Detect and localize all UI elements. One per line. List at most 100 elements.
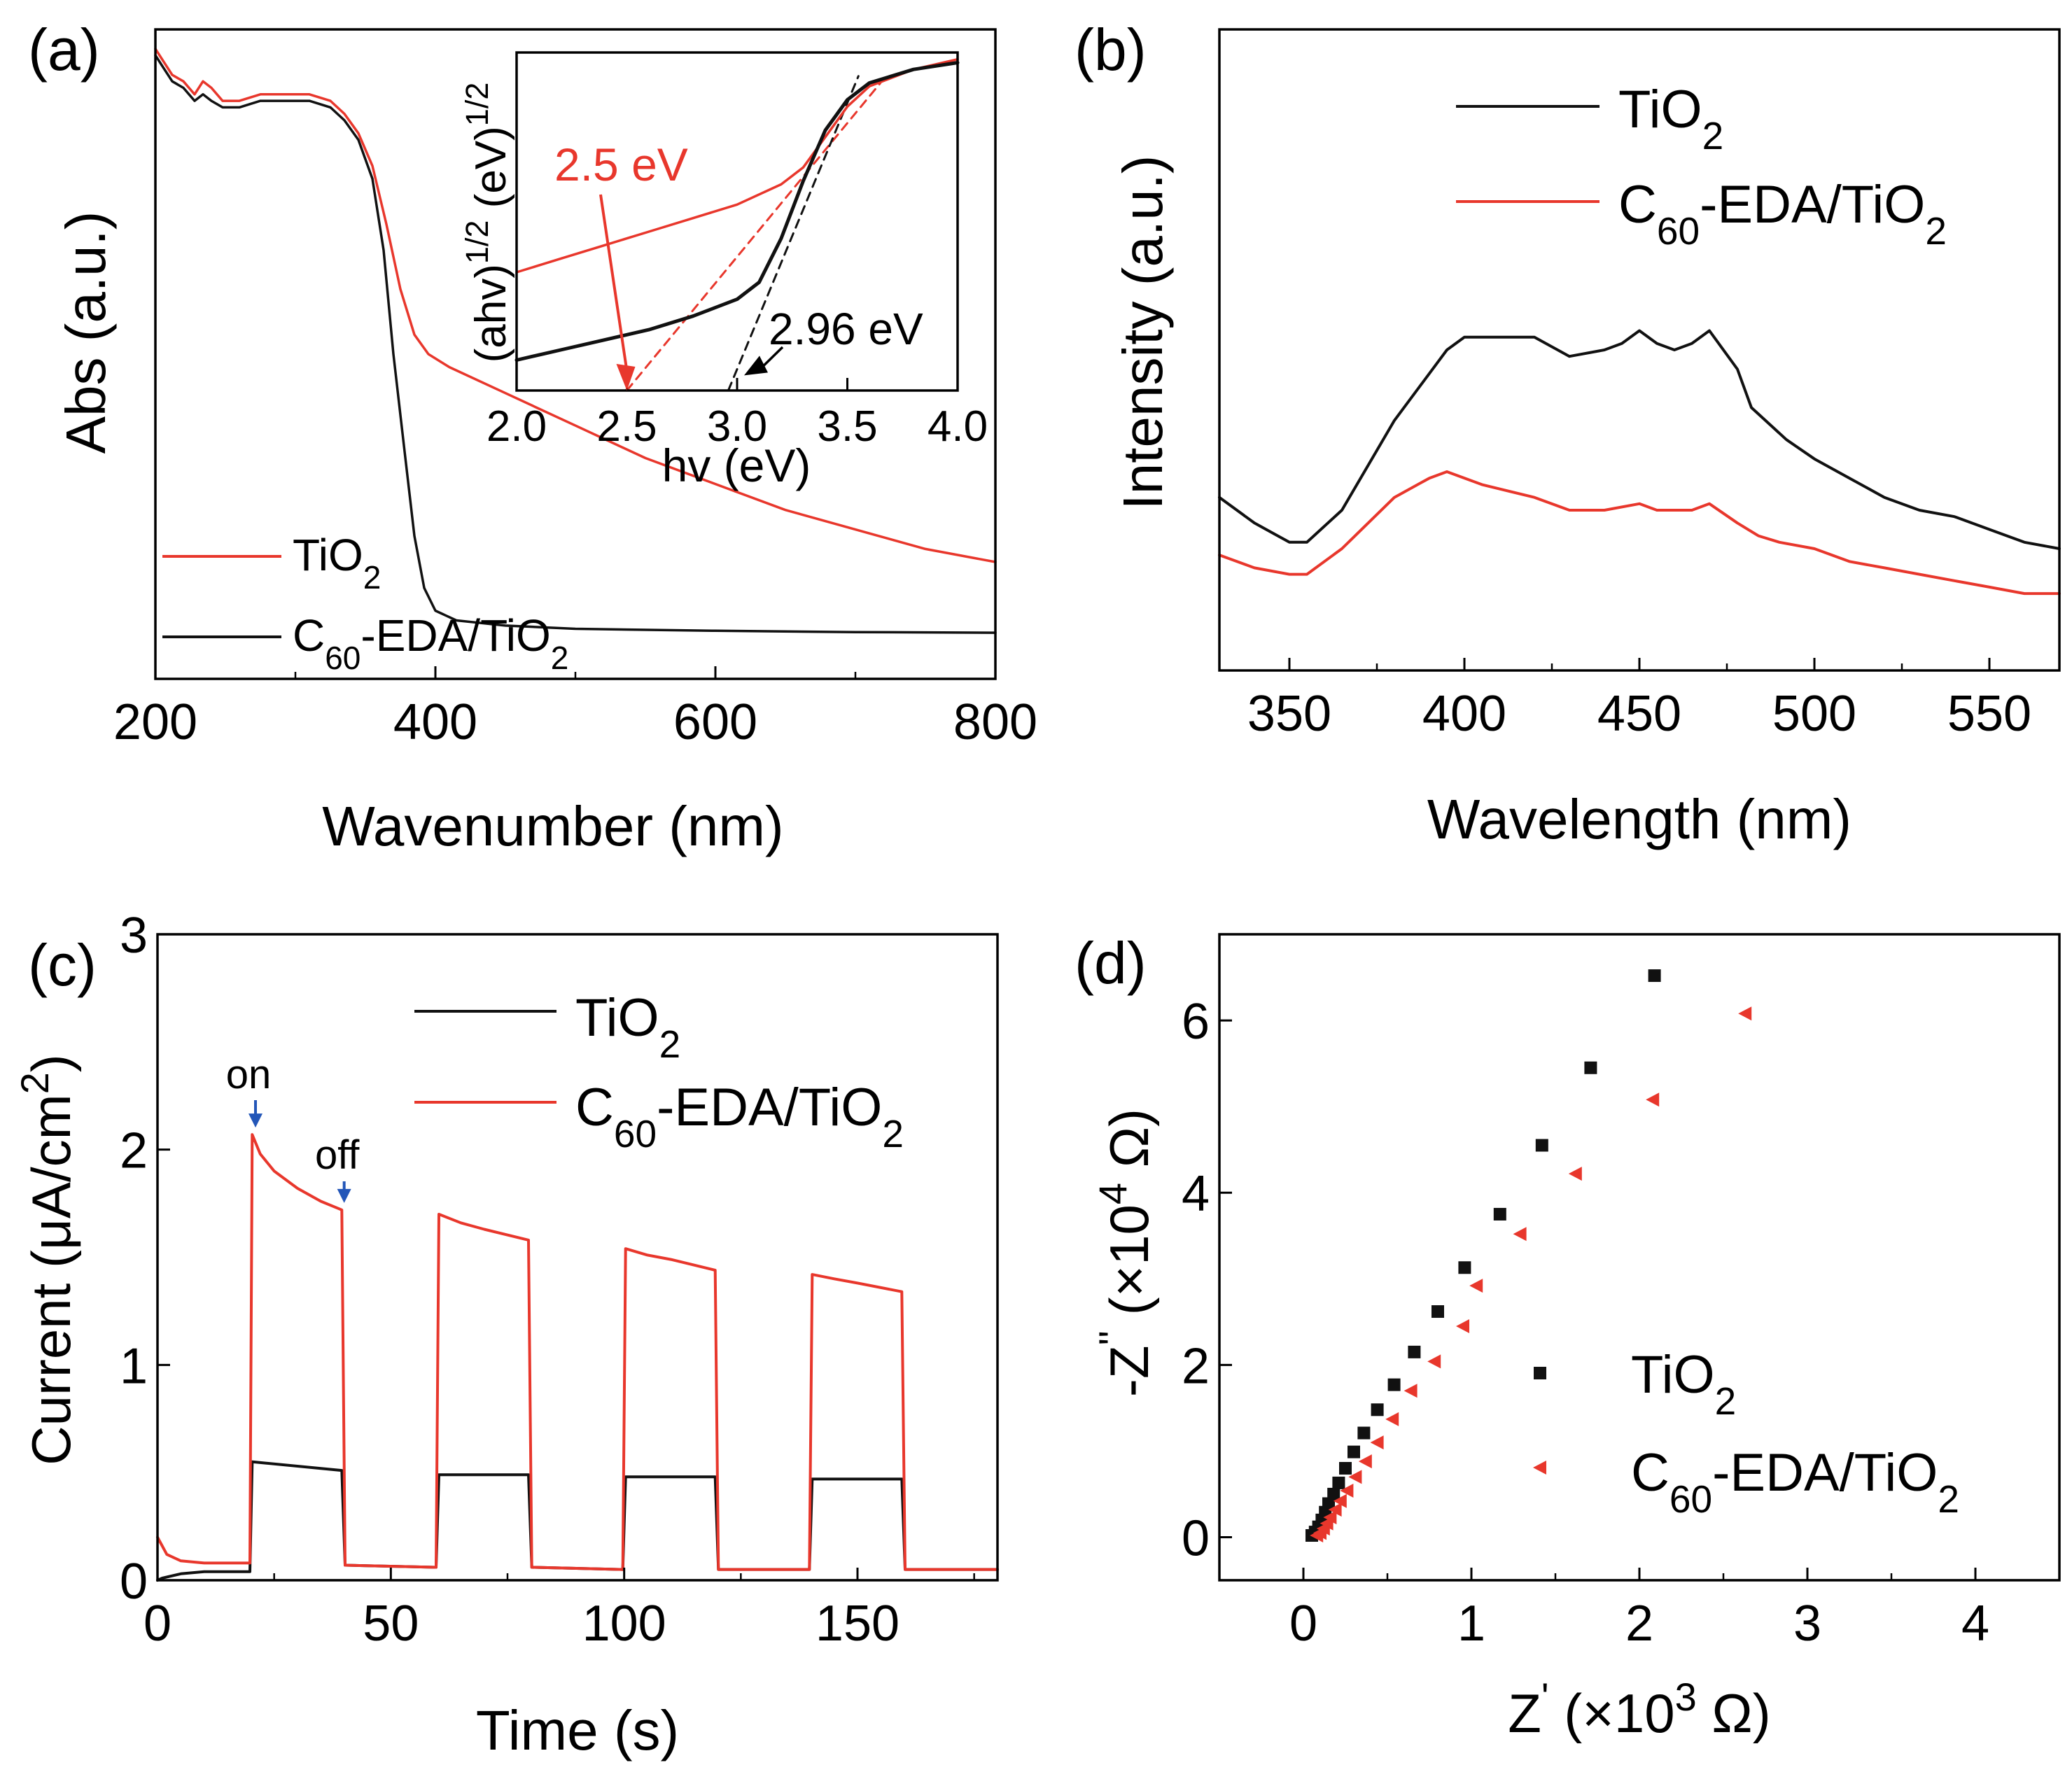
panel-a-inset-ylabel-part-1: 1/2 — [459, 220, 495, 265]
panel-c-ytick-label-part-0: 1 — [120, 1338, 148, 1394]
panel-d-ytick-label-part-0: 2 — [1182, 1338, 1210, 1394]
panel-d-point-c60 — [1404, 1384, 1418, 1398]
panel-a-xtick-label-part-0: 400 — [393, 694, 477, 750]
panel-c-xlabel: Time (s) — [476, 1699, 679, 1762]
panel-c-annotation-arrowhead-off — [337, 1188, 351, 1203]
panel-d-point-c60 — [1328, 1503, 1342, 1517]
panel-d-point-c60 — [1513, 1227, 1527, 1242]
panel-b-ylabel: Intensity (a.u.) — [1112, 155, 1174, 510]
panel-a-inset-series-1 — [514, 61, 960, 362]
panel-a-legend-text-1: C60-EDA/TiO2 — [293, 610, 568, 676]
panel-a-frame — [154, 28, 997, 680]
panel-d-ylabel-part-2: (×10 — [1098, 1204, 1160, 1330]
panel-d-legend-text-1: C60-EDA/TiO2 — [1631, 1443, 1959, 1521]
panel-b-legend-text-0: TiO2 — [1618, 80, 1723, 157]
panel-c-ytick-label: 0 — [120, 1554, 148, 1610]
panel-d-xtick-label-part-0: 1 — [1457, 1596, 1485, 1652]
panel-b-series-tio2 — [1218, 329, 2061, 550]
panel-c-legend-text-1-part-3: 2 — [882, 1112, 904, 1155]
panel-c-xtick-label-part-0: 100 — [582, 1596, 666, 1652]
panel-a-xtick-label: 200 — [113, 694, 197, 750]
panel-b-legend-text-1-part-0: C — [1618, 175, 1657, 234]
panel-c-annotation-arrowhead-on — [248, 1113, 262, 1128]
panel-c-annotation-off: off — [315, 1132, 360, 1178]
panel-b-legend-text-1-part-3: 2 — [1925, 209, 1947, 253]
panel-a-inset-xtick-label: 3.5 — [817, 402, 877, 451]
panel-d-ytick-label-part-0: 0 — [1182, 1510, 1210, 1566]
panel-c-legend-text-0-part-0: TiO — [575, 988, 659, 1048]
panel-a-inset-ylabel-part-0: (ahv) — [467, 264, 515, 363]
panel-a-inset-xtick-label-part-0: 2.5 — [596, 402, 657, 451]
panel-a-inset-xtick-label: 3.0 — [707, 402, 767, 451]
panel-d-ylabel-part-0: -Z — [1098, 1345, 1160, 1397]
panel-a-inset-xtick-label-part-0: 2.0 — [486, 402, 547, 451]
panel-b-label: (b) — [1074, 17, 1147, 83]
panel-d-point-c60 — [1370, 1435, 1384, 1450]
panel-c-ylabel-part-1: 2 — [13, 1072, 57, 1094]
panel-d-ytick-label-part-0: 4 — [1182, 1166, 1210, 1222]
panel-c-legend-text-0-part-1: 2 — [659, 1022, 681, 1066]
panel-a-inset-annotation-2-5ev-part-0: 2.5 eV — [554, 139, 688, 190]
panel-a-label: (a) — [28, 17, 100, 83]
panel-c-xtick-label-part-0: 150 — [816, 1596, 899, 1652]
panel-d-point-tio2 — [1458, 1261, 1471, 1274]
panel-a-inset-arrowhead-red — [616, 364, 636, 391]
panel-c-xlabel-part-0: Time (s) — [476, 1699, 679, 1762]
panel-a-xtick-label: 800 — [953, 694, 1037, 750]
panel-a-xtick-label: 400 — [393, 694, 477, 750]
panel-a-xlabel: Wavenumber (nm) — [322, 795, 783, 857]
panel-a-label-part-0: (a) — [28, 17, 100, 83]
panel-d-legend-marker-0 — [1534, 1367, 1546, 1379]
panel-a-series-c60 — [154, 54, 997, 634]
panel-b-series-c60 — [1218, 470, 2061, 596]
panel-c-xtick-label-part-0: 50 — [363, 1596, 419, 1652]
panel-b-label-part-0: (b) — [1074, 17, 1147, 83]
panel-d-point-c60 — [1469, 1279, 1483, 1293]
panel-b-xtick-label-part-0: 500 — [1772, 686, 1856, 742]
panel-c-legend-text-1: C60-EDA/TiO2 — [575, 1078, 904, 1155]
panel-a-legend-text-1-part-3: 2 — [551, 640, 569, 676]
panel-a-inset-ylabel-part-3: 1/2 — [459, 83, 495, 127]
panel-d-xtick-label-part-0: 0 — [1289, 1596, 1317, 1652]
panel-d-point-c60 — [1358, 1454, 1372, 1469]
panel-a-inset-xlabel-part-0: hv (eV) — [662, 440, 811, 491]
panel-c-xtick-label: 100 — [582, 1596, 666, 1652]
panel-d-legend-text-1-part-0: C — [1631, 1443, 1670, 1503]
panel-a-xtick-label-part-0: 200 — [113, 694, 197, 750]
panel-d-point-tio2 — [1493, 1207, 1506, 1221]
panel-a-inset-annotation-2-96ev-part-0: 2.96 eV — [769, 304, 923, 354]
panel-c-ylabel-part-0: Current (μA/cm — [20, 1094, 82, 1465]
panel-a-xtick-label-part-0: 800 — [953, 694, 1037, 750]
panel-a-ylabel: Abs (a.u.) — [55, 211, 117, 454]
panel-d-xtick-label-part-0: 2 — [1625, 1596, 1653, 1652]
panel-d-legend-marker-1 — [1533, 1461, 1546, 1475]
panel-a-inset-ylabel-part-2: (eV) — [467, 126, 515, 220]
panel-c-xtick-label: 50 — [363, 1596, 419, 1652]
panel-a-inset-annotation-2-5ev: 2.5 eV — [554, 139, 688, 190]
panel-d-point-tio2 — [1584, 1061, 1597, 1074]
panel-b-legend-text-1: C60-EDA/TiO2 — [1618, 175, 1947, 253]
panel-d-point-tio2 — [1357, 1426, 1371, 1440]
panel-a-inset-arrow-black — [761, 346, 784, 368]
panel-d-ylabel-part-3: 4 — [1091, 1183, 1135, 1204]
panel-c-ytick-label-part-0: 3 — [120, 908, 148, 964]
panel-d-xtick-label: 2 — [1625, 1596, 1653, 1652]
panel-d-ytick-label-part-0: 6 — [1182, 994, 1210, 1050]
panel-c-legend-text-0: TiO2 — [575, 988, 680, 1066]
panel-a-series-tio2 — [154, 48, 997, 563]
panel-d-ylabel-part-4: Ω) — [1098, 1109, 1160, 1183]
panel-a-legend-text-0: TiO2 — [293, 530, 381, 596]
panel-d-xtick-label: 0 — [1289, 1596, 1317, 1652]
panel-d-legend-text-1-part-3: 2 — [1938, 1477, 1959, 1521]
panel-d-ytick-label: 4 — [1182, 1166, 1210, 1222]
panel-a-xtick-label-part-0: 600 — [673, 694, 757, 750]
panel-d-xlabel-part-3: 3 — [1675, 1675, 1697, 1719]
panel-d-label-part-0: (d) — [1074, 930, 1147, 996]
panel-d-point-tio2 — [1387, 1378, 1401, 1391]
panel-a-legend-text-0-part-1: 2 — [363, 559, 382, 596]
panel-c-label: (c) — [28, 932, 97, 998]
panel-a-inset-xtick-label: 2.5 — [596, 402, 657, 451]
panel-c-annotation-on: on — [226, 1052, 272, 1097]
panel-b-xlabel-part-0: Wavelength (nm) — [1427, 788, 1851, 850]
panel-c-legend-text-1-part-2: -EDA/TiO — [657, 1078, 882, 1137]
